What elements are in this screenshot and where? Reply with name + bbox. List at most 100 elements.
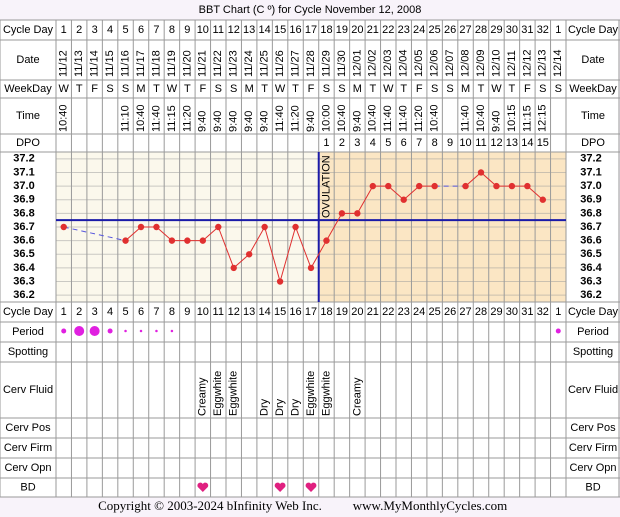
cycle-day: 27 — [459, 24, 471, 36]
temp-point — [431, 182, 438, 190]
row-label: Cycle Day — [568, 306, 619, 318]
date: 12/02 — [367, 49, 379, 77]
date: 12/01 — [351, 49, 363, 77]
cerv-fluid: Eggwhite — [228, 371, 240, 416]
cycle-day: 15 — [274, 306, 286, 318]
dpo: 7 — [416, 137, 422, 149]
row-label: Cerv Pos — [570, 422, 616, 434]
cycle-day: 24 — [413, 24, 425, 36]
weekday: S — [555, 83, 562, 95]
cycle-day: 18 — [320, 24, 332, 36]
time: 11:10 — [119, 105, 131, 132]
y-tick-label: 36.8 — [13, 207, 34, 219]
cycle-day: 1 — [555, 24, 561, 36]
cycle-day: 3 — [92, 306, 98, 318]
temp-point — [184, 237, 191, 244]
cycle-day: 24 — [413, 306, 425, 318]
cycle-day: 10 — [197, 306, 209, 318]
cycle-day: 2 — [76, 306, 82, 318]
cycle-day: 11 — [213, 24, 224, 36]
cerv-fluid: Creamy — [197, 377, 209, 416]
temp-point — [385, 182, 392, 190]
row-label: Cycle Day — [3, 24, 54, 36]
y-tick-label: 37.2 — [13, 153, 34, 165]
y-tick-label: 37.0 — [580, 180, 601, 192]
dpo: 15 — [537, 137, 549, 149]
cycle-day: 2 — [76, 24, 82, 36]
row-label: Spotting — [8, 346, 48, 358]
temp-point — [276, 278, 284, 285]
time: 9:40 — [490, 111, 502, 132]
bd-heart — [305, 482, 317, 492]
weekday: T — [509, 83, 516, 95]
weekday: F — [308, 83, 315, 95]
cerv-fluid: Dry — [259, 398, 271, 416]
cycle-day: 31 — [521, 306, 533, 318]
weekday: T — [369, 83, 376, 95]
date: 11/30 — [336, 50, 348, 77]
cycle-day: 8 — [169, 306, 175, 318]
weekday: T — [292, 83, 299, 95]
dpo: 9 — [447, 137, 453, 149]
cycle-day: 6 — [138, 24, 144, 36]
time: 9:40 — [259, 111, 271, 132]
date: 11/24 — [243, 50, 255, 77]
cycle-day: 31 — [521, 24, 533, 36]
temp-point — [524, 182, 531, 190]
time: 11:40 — [459, 105, 471, 132]
date: 12/11 — [506, 50, 518, 77]
date: 11/17 — [135, 50, 147, 77]
weekday: S — [323, 83, 330, 95]
date: 11/19 — [166, 50, 178, 77]
date: 12/06 — [429, 49, 441, 77]
cycle-day: 27 — [459, 306, 471, 318]
date: 11/16 — [119, 50, 131, 77]
cycle-day: 11 — [213, 306, 224, 318]
row-label: Time — [16, 110, 40, 122]
cycle-day: 13 — [243, 306, 255, 318]
time: 11:20 — [413, 105, 425, 132]
cycle-day: 5 — [122, 24, 128, 36]
date: 11/15 — [104, 50, 116, 77]
row-label: Cycle Day — [3, 306, 54, 318]
footer-site: www.MyMonthlyCycles.com — [353, 498, 507, 513]
date: 12/10 — [490, 49, 502, 77]
temp-point — [354, 210, 361, 217]
cycle-day: 17 — [305, 24, 317, 36]
temp-point — [400, 196, 407, 203]
dpo: 14 — [521, 137, 533, 149]
period-dot — [74, 326, 85, 336]
weekday: F — [91, 83, 98, 95]
temp-point — [168, 237, 176, 244]
time: 10:40 — [429, 104, 441, 132]
cerv-fluid: Creamy — [351, 377, 363, 416]
cerv-fluid: Eggwhite — [212, 371, 224, 416]
row-label: Spotting — [573, 346, 613, 358]
time: 11:20 — [289, 105, 301, 132]
dpo: 12 — [490, 137, 502, 149]
date: 11/13 — [73, 50, 85, 77]
row-label: Cerv Firm — [4, 442, 52, 454]
weekday: S — [106, 83, 113, 95]
date: 11/14 — [89, 50, 101, 77]
dpo: 13 — [506, 137, 518, 149]
temp-point — [261, 223, 268, 231]
temp-point — [137, 223, 145, 231]
weekday: S — [230, 83, 237, 95]
cycle-day: 19 — [336, 306, 348, 318]
temp-point — [369, 182, 377, 190]
time: 10:40 — [135, 104, 147, 132]
row-label: Cerv Pos — [5, 422, 51, 434]
cycle-day: 4 — [107, 24, 113, 36]
weekday: W — [167, 83, 178, 95]
cycle-day: 17 — [305, 306, 317, 318]
weekday: T — [153, 83, 160, 95]
dpo: 6 — [401, 137, 407, 149]
cycle-day: 8 — [169, 24, 175, 36]
time: 10:15 — [506, 104, 518, 132]
temp-point — [338, 210, 346, 217]
cycle-day: 28 — [475, 24, 487, 36]
time: 11:40 — [398, 105, 410, 132]
cycle-day: 25 — [429, 24, 441, 36]
